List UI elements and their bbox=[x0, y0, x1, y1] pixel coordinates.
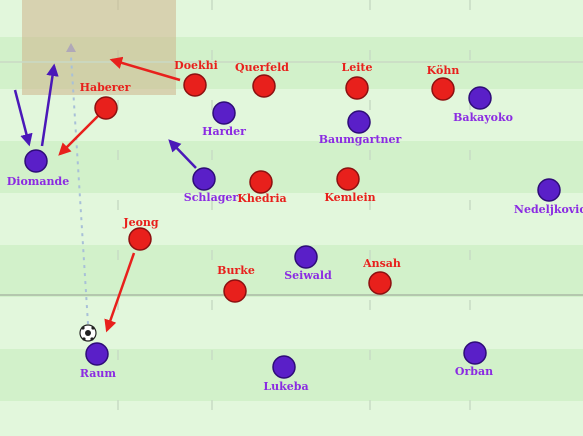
player-name: Burke bbox=[217, 264, 255, 277]
pitch-stripe bbox=[0, 297, 583, 349]
player: Kemlein bbox=[324, 167, 376, 204]
player-name: Jeong bbox=[122, 216, 159, 229]
arrow bbox=[40, 63, 59, 147]
player-name: Baumgartner bbox=[319, 133, 402, 146]
player-name: Leite bbox=[342, 61, 373, 74]
player-marker bbox=[537, 178, 561, 202]
player: Diomande bbox=[7, 149, 70, 188]
player-name: Lukeba bbox=[263, 380, 308, 393]
pass-arrowhead bbox=[66, 43, 76, 52]
arrow bbox=[109, 56, 181, 82]
player-name: Khedria bbox=[237, 192, 286, 205]
arrow bbox=[13, 89, 33, 147]
player-name: Querfeld bbox=[235, 61, 289, 74]
player-name: Kemlein bbox=[324, 191, 375, 204]
ball bbox=[79, 324, 97, 342]
player-marker bbox=[85, 342, 109, 366]
player: Seiwald bbox=[284, 245, 332, 282]
player: Jeong bbox=[122, 216, 159, 251]
player-marker bbox=[24, 149, 48, 173]
player-name: Raum bbox=[80, 367, 117, 380]
player: Ansah bbox=[362, 257, 401, 295]
player-name: Ansah bbox=[362, 257, 401, 270]
player: Querfeld bbox=[235, 61, 289, 98]
player-marker bbox=[336, 167, 360, 191]
player-name: Bakayoko bbox=[453, 111, 513, 124]
player-name: Köhn bbox=[427, 64, 460, 77]
player-name: Schlager bbox=[184, 191, 239, 204]
players: Doekhi Querfeld Leite Köhn Haberer Khedria Kem… bbox=[7, 59, 583, 393]
player-marker bbox=[463, 341, 487, 365]
player: Orban bbox=[455, 341, 493, 378]
player-marker bbox=[294, 245, 318, 269]
player-marker bbox=[345, 76, 369, 100]
player: Nedeljkovic bbox=[514, 178, 583, 216]
player-marker bbox=[468, 86, 492, 110]
player-marker bbox=[368, 271, 392, 295]
player: Köhn bbox=[427, 64, 460, 101]
player: Bakayoko bbox=[453, 86, 513, 124]
player: Burke bbox=[217, 264, 255, 303]
player-name: Doekhi bbox=[174, 59, 218, 72]
player-name: Orban bbox=[455, 365, 493, 378]
highlight-zone bbox=[22, 0, 176, 95]
player: Baumgartner bbox=[319, 110, 402, 146]
player: Lukeba bbox=[263, 355, 309, 393]
player-marker bbox=[431, 77, 455, 101]
player-marker bbox=[128, 227, 152, 251]
player-name: Harder bbox=[202, 125, 246, 138]
player: Schlager bbox=[184, 167, 239, 204]
player-marker bbox=[223, 279, 247, 303]
player-marker bbox=[183, 73, 207, 97]
player: Haberer bbox=[80, 81, 131, 120]
player-name: Seiwald bbox=[284, 269, 332, 282]
player-name: Haberer bbox=[80, 81, 131, 94]
pitch-stripe bbox=[0, 193, 583, 245]
player-name: Nedeljkovic bbox=[514, 203, 583, 216]
player-marker bbox=[272, 355, 296, 379]
player-marker bbox=[249, 170, 273, 194]
arrow bbox=[104, 252, 136, 333]
player: Raum bbox=[80, 342, 117, 380]
pitch-stripe bbox=[0, 245, 583, 297]
arrow bbox=[168, 139, 197, 169]
player-marker bbox=[347, 110, 371, 134]
player: Harder bbox=[202, 101, 246, 138]
player: Doekhi bbox=[174, 59, 218, 97]
player-name: Diomande bbox=[7, 175, 70, 188]
player: Khedria bbox=[237, 170, 287, 205]
pitch-stripe bbox=[0, 141, 583, 193]
arrow bbox=[58, 115, 99, 156]
pitch-stripe bbox=[0, 401, 583, 436]
player-marker bbox=[252, 74, 276, 98]
player: Leite bbox=[342, 61, 373, 100]
player-marker bbox=[212, 101, 236, 125]
player-marker bbox=[94, 96, 118, 120]
player-marker bbox=[192, 167, 216, 191]
movement-arrows bbox=[13, 56, 197, 333]
